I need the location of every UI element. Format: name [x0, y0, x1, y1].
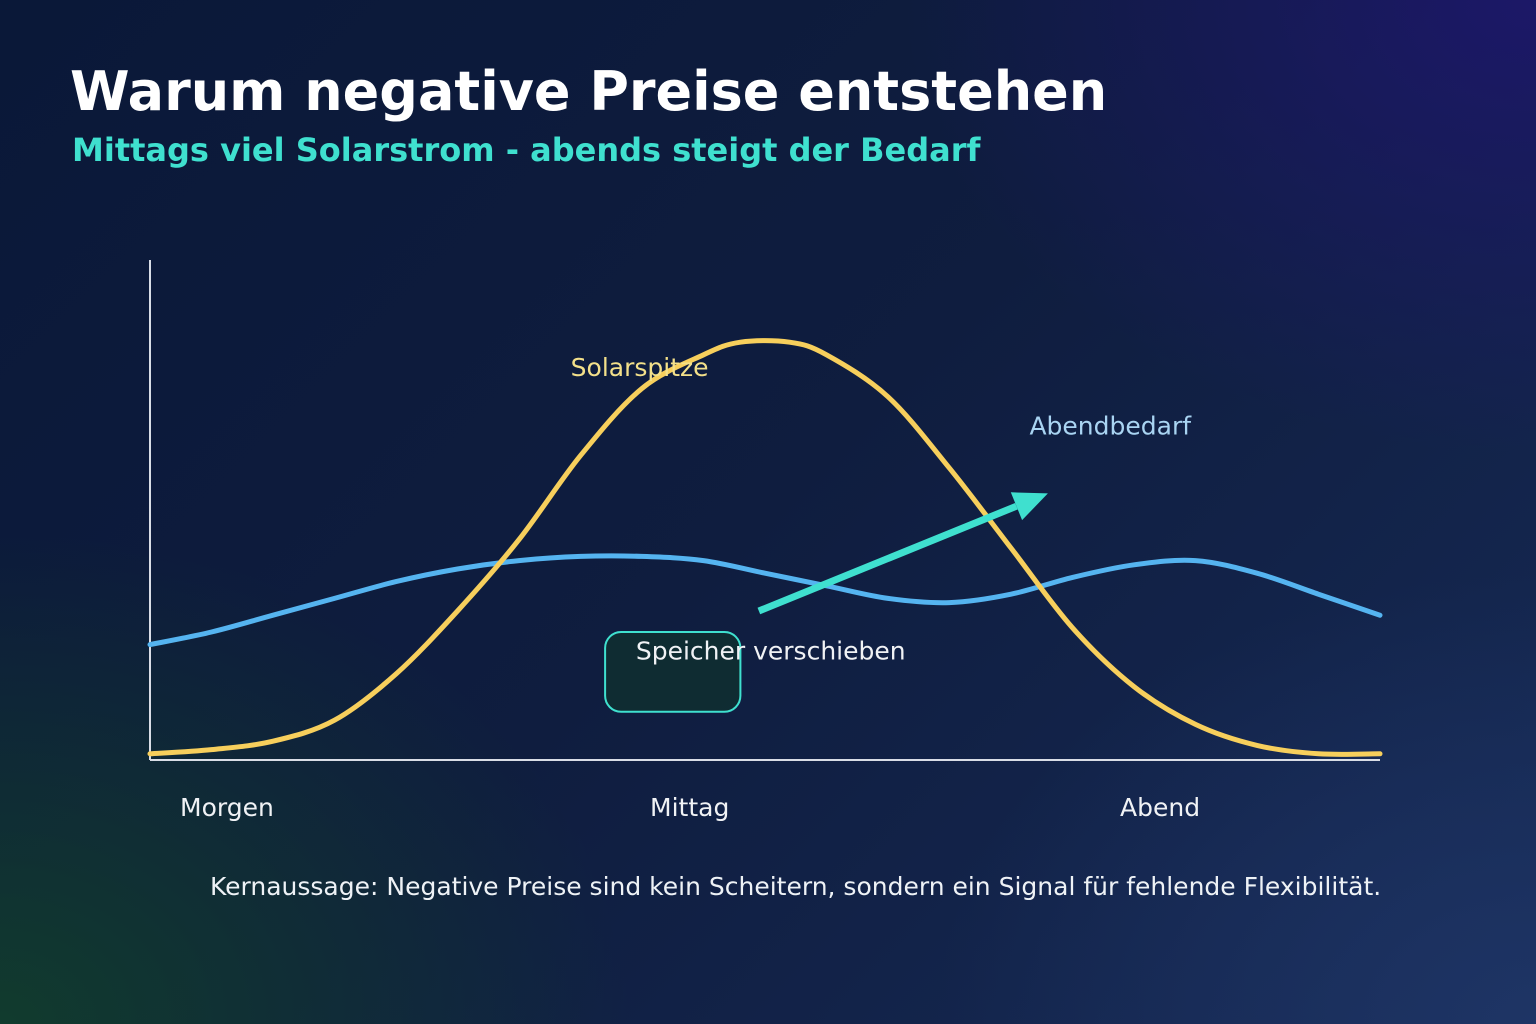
shift-arrow	[757, 492, 1048, 615]
page-title: Warum negative Preise entstehen	[70, 60, 1108, 123]
solar-line	[147, 338, 1383, 757]
page-subtitle: Mittags viel Solarstrom - abends steigt …	[72, 131, 981, 169]
arrow-shaft	[757, 502, 1018, 615]
demand-line	[147, 553, 1383, 648]
storage-annotation-box	[604, 631, 742, 713]
chart-labels: Morgen Mittag Abend Solarspitze Abendbedarf S…	[180, 353, 1200, 822]
x-tick-label-abend: Abend	[1120, 793, 1200, 822]
key-message: Kernaussage: Negative Preise sind kein S…	[210, 872, 1382, 901]
arrow-head	[1010, 492, 1048, 521]
x-tick-label-mittag: Mittag	[650, 793, 729, 822]
x-tick-label-morgen: Morgen	[180, 793, 274, 822]
chart-axes	[149, 260, 1380, 761]
storage-shift-label: Speicher verschieben	[636, 636, 906, 665]
evening-demand-label: Abendbedarf	[1029, 412, 1192, 441]
solar-peak-label: Solarspitze	[571, 353, 709, 382]
chart-series	[147, 338, 1383, 757]
